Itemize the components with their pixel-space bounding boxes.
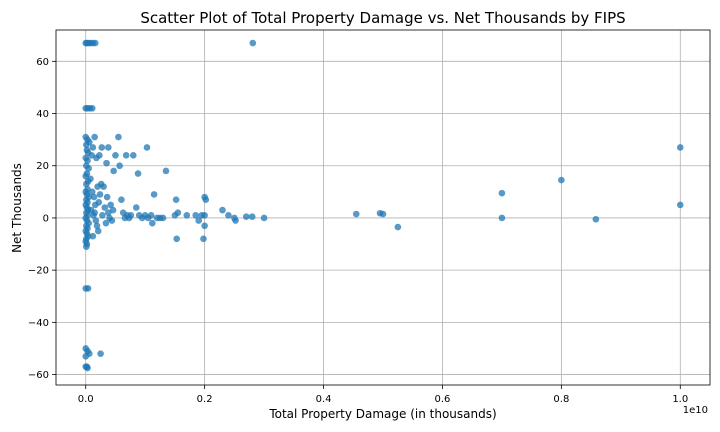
scatter-point: [98, 144, 106, 151]
scatter-point: [183, 212, 191, 219]
y-tick-label: 20: [36, 161, 49, 172]
scatter-point: [174, 209, 182, 217]
scatter-point: [89, 144, 97, 151]
scatter-point: [96, 191, 104, 198]
scatter-point: [232, 217, 239, 224]
scatter-point: [150, 191, 158, 198]
scatter-point: [498, 189, 506, 197]
y-tick-label: 40: [36, 109, 49, 120]
scatter-point: [200, 235, 207, 243]
x-axis-offset-label: 1e10: [683, 405, 708, 416]
y-tick-label: −20: [28, 266, 49, 277]
scatter-point: [159, 214, 167, 222]
scatter-point: [92, 217, 100, 224]
scatter-point: [107, 201, 114, 209]
scatter-point: [84, 285, 92, 292]
x-axis-label: Total Property Damage (in thousands): [268, 407, 496, 421]
scatter-point: [90, 193, 98, 201]
scatter-point: [201, 212, 208, 219]
scatter-point: [676, 201, 684, 209]
scatter-point: [87, 175, 94, 183]
scatter-point: [132, 204, 140, 211]
scatter-point: [116, 162, 123, 170]
y-axis-label: Net Thousands: [10, 163, 24, 253]
scatter-point: [134, 170, 142, 177]
scatter-point: [173, 235, 180, 243]
scatter-point: [105, 144, 112, 151]
scatter-point: [242, 213, 250, 220]
scatter-point: [99, 212, 106, 219]
scatter-point: [248, 213, 256, 220]
scatter-point: [558, 176, 565, 184]
scatter-point: [127, 212, 135, 219]
scatter-point: [83, 243, 90, 250]
scatter-point: [352, 210, 360, 218]
chart-title: Scatter Plot of Total Property Damage vs…: [140, 9, 625, 27]
axis-ticks: 0.0 0.2 0.4 0.6 0.8 1.0 −60 −40 −20 0 20 40 60: [28, 57, 688, 405]
scatter-point: [225, 212, 232, 219]
scatter-point: [109, 206, 117, 214]
scatter-point: [93, 222, 101, 230]
scatter-point: [83, 141, 90, 149]
scatter-point: [108, 217, 116, 224]
x-tick-label: 0.6: [435, 394, 451, 405]
x-tick-label: 0.8: [553, 394, 569, 405]
scatter-point: [192, 212, 200, 219]
scatter-point: [202, 196, 210, 203]
y-tick-label: 60: [36, 57, 49, 68]
scatter-point: [172, 196, 180, 203]
scatter-point: [498, 214, 506, 222]
x-tick-label: 0.4: [316, 394, 332, 405]
scatter-point: [249, 39, 257, 47]
scatter-point: [95, 198, 103, 206]
scatter-point: [592, 215, 600, 223]
scatter-point: [83, 180, 90, 188]
plot-frame: [55, 29, 711, 386]
scatter-point: [118, 196, 125, 203]
scatter-point: [115, 133, 122, 141]
scatter-point: [379, 210, 387, 218]
scatter-point: [260, 214, 268, 222]
scatter-point: [219, 206, 226, 214]
x-tick-label: 0.2: [197, 394, 213, 405]
scatter-point: [91, 39, 99, 47]
y-tick-label: −60: [28, 370, 49, 381]
scatter-point: [676, 144, 684, 151]
scatter-point: [97, 350, 104, 357]
scatter-point: [102, 219, 110, 227]
scatter-point: [103, 159, 110, 167]
scatter-point: [89, 232, 97, 240]
scatter-point: [82, 352, 90, 360]
scatter-point: [201, 222, 208, 230]
scatter-point: [162, 167, 170, 175]
scatter-point: [149, 219, 156, 227]
scatter-point: [88, 188, 96, 196]
scatter-point: [91, 133, 98, 141]
scatter-point: [122, 151, 130, 159]
scatter-point: [91, 209, 98, 217]
scatter-point: [112, 151, 119, 159]
scatter-point: [129, 151, 137, 159]
data-points: [82, 39, 684, 372]
y-tick-label: 0: [43, 213, 49, 224]
scatter-point: [84, 157, 91, 164]
x-tick-label: 0.0: [78, 394, 94, 405]
y-tick-label: −40: [28, 318, 49, 329]
scatter-point: [103, 193, 111, 201]
grid: [56, 30, 710, 385]
scatter-point: [394, 223, 402, 231]
scatter-point: [94, 227, 102, 235]
scatter-point: [88, 105, 96, 112]
x-tick-label: 1.0: [672, 394, 688, 405]
scatter-point: [143, 144, 151, 151]
scatter-point: [110, 167, 117, 175]
scatter-point: [85, 165, 92, 172]
scatter-point: [96, 151, 103, 159]
scatter-point: [84, 364, 91, 372]
scatter-point: [101, 204, 109, 211]
scatter-point: [100, 183, 107, 190]
scatter-point: [147, 212, 155, 219]
scatter-point: [195, 217, 202, 224]
